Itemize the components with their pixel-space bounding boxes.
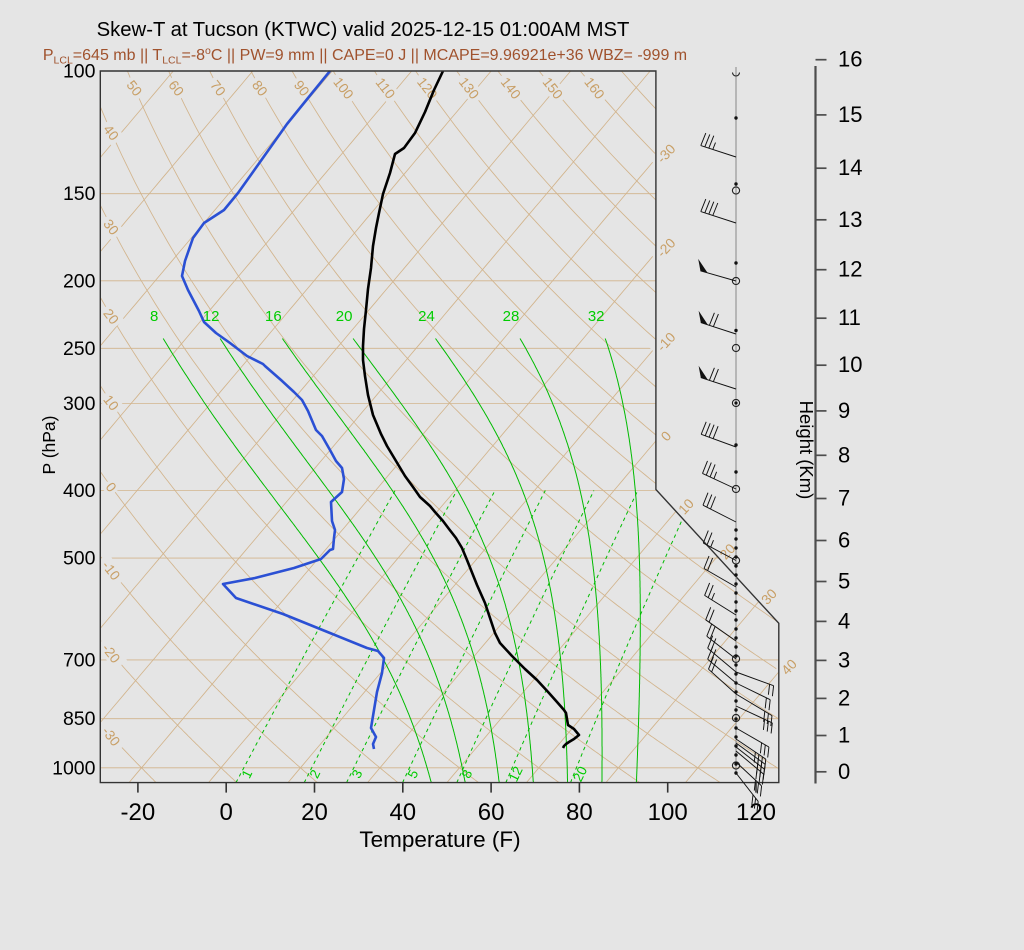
svg-text:6: 6 (838, 528, 850, 553)
svg-text:100: 100 (63, 61, 96, 83)
svg-text:700: 700 (63, 649, 96, 671)
svg-text:14: 14 (838, 155, 862, 180)
svg-text:20: 20 (336, 308, 353, 325)
svg-text:40: 40 (389, 799, 416, 826)
svg-text:15: 15 (838, 102, 862, 127)
svg-text:11: 11 (838, 305, 861, 330)
svg-text:7: 7 (838, 486, 850, 511)
svg-text:PLCL=645 mb || TLCL=-8oC || PW: PLCL=645 mb || TLCL=-8oC || PW=9 mm || C… (43, 45, 687, 67)
svg-text:3: 3 (838, 647, 850, 672)
svg-text:Temperature (F): Temperature (F) (359, 827, 520, 852)
svg-text:1: 1 (838, 723, 850, 748)
svg-text:-20: -20 (121, 799, 156, 826)
svg-text:850: 850 (63, 708, 96, 730)
svg-text:5: 5 (838, 569, 850, 594)
svg-text:300: 300 (63, 393, 96, 415)
svg-text:1000: 1000 (52, 757, 96, 779)
svg-text:100: 100 (648, 799, 688, 826)
svg-text:Skew-T at Tucson (KTWC) valid: Skew-T at Tucson (KTWC) valid 2025-12-15… (97, 19, 630, 41)
svg-text:10: 10 (838, 352, 862, 377)
svg-text:200: 200 (63, 270, 96, 292)
svg-text:Height (Km): Height (Km) (796, 401, 817, 500)
svg-text:24: 24 (418, 308, 435, 325)
svg-text:8: 8 (838, 442, 850, 467)
svg-text:60: 60 (478, 799, 505, 826)
svg-text:2: 2 (838, 685, 850, 710)
svg-text:150: 150 (63, 183, 96, 205)
svg-text:P (hPa): P (hPa) (39, 415, 59, 474)
svg-text:32: 32 (588, 308, 605, 325)
svg-text:0: 0 (838, 759, 850, 784)
svg-text:0: 0 (220, 799, 233, 826)
svg-text:250: 250 (63, 338, 96, 360)
svg-text:20: 20 (570, 764, 590, 784)
svg-text:500: 500 (63, 548, 96, 570)
svg-text:80: 80 (566, 799, 593, 826)
svg-text:16: 16 (838, 47, 862, 72)
svg-text:16: 16 (265, 308, 282, 325)
svg-text:4: 4 (838, 608, 850, 633)
svg-text:400: 400 (63, 480, 96, 502)
svg-text:13: 13 (838, 207, 862, 232)
svg-text:9: 9 (838, 398, 850, 423)
svg-text:20: 20 (301, 799, 328, 826)
svg-text:12: 12 (203, 308, 220, 325)
svg-text:8: 8 (150, 308, 158, 325)
svg-text:12: 12 (506, 764, 526, 784)
svg-text:28: 28 (503, 308, 520, 325)
svg-text:120: 120 (736, 799, 776, 826)
svg-text:12: 12 (838, 257, 862, 282)
